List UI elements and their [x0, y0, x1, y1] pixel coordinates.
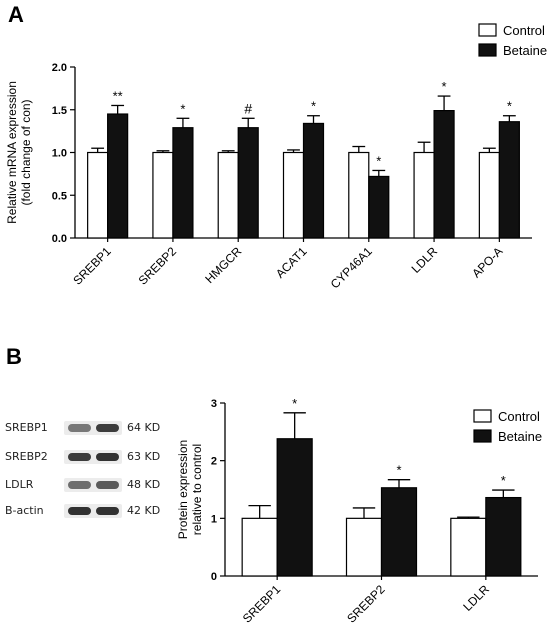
y-axis-label: relative to control [190, 444, 204, 535]
y-tick-label: 0.0 [52, 233, 67, 245]
x-tick-label: LDLR [409, 244, 441, 276]
blot-kd-label: 42 KD [127, 504, 161, 517]
bar-betaine [368, 175, 390, 239]
y-tick-label: 1.5 [52, 105, 67, 117]
significance-mark: ** [113, 88, 123, 103]
panel-label: A [8, 2, 24, 27]
blot-lane-strip [64, 504, 122, 518]
significance-mark: * [501, 473, 506, 488]
blot-lane-strip [64, 450, 122, 464]
significance-mark: * [292, 396, 297, 411]
bar-betaine [237, 127, 259, 239]
blot-protein-label: SREBP2 [5, 450, 48, 463]
legend-label: Control [498, 409, 540, 424]
blot-band-control [68, 424, 91, 432]
bar-control [217, 151, 239, 239]
y-tick-label: 1 [211, 513, 217, 525]
significance-mark: * [442, 79, 447, 94]
blot-protein-label: B-actin [5, 504, 44, 517]
y-tick-label: 2 [211, 456, 217, 468]
bar-control [87, 151, 109, 239]
x-tick-label: SREBP1 [240, 582, 284, 626]
legend-label: Control [503, 23, 545, 38]
significance-mark: * [311, 99, 316, 114]
blot-band-betaine [96, 481, 119, 489]
significance-mark: * [396, 463, 401, 478]
x-tick-label: SREBP2 [344, 582, 388, 626]
blot-kd-label: 63 KD [127, 450, 161, 463]
bar-control [450, 517, 487, 577]
y-tick-label: 1.0 [52, 148, 67, 160]
legend-swatch-control [473, 409, 492, 423]
bar-control [478, 151, 500, 239]
bar-control [348, 151, 370, 239]
significance-mark: * [376, 153, 381, 168]
bar-betaine [433, 110, 455, 239]
blot-band-betaine [96, 453, 119, 461]
significance-mark: * [507, 99, 512, 114]
x-tick-label: CYP46A1 [328, 244, 375, 291]
legend-swatch-control [478, 23, 497, 37]
bar-betaine [302, 122, 325, 239]
x-tick-label: SREBP2 [136, 244, 180, 288]
x-tick-label: LDLR [460, 582, 492, 614]
legend-label: Betaine [498, 429, 542, 444]
significance-mark: * [180, 101, 185, 116]
blot-kd-label: 64 KD [127, 421, 161, 434]
significance-mark: # [244, 100, 252, 116]
y-tick-label: 0 [211, 571, 217, 583]
bar-control [282, 151, 305, 239]
blot-protein-label: SREBP1 [5, 421, 48, 434]
blot-lane-strip [64, 421, 122, 435]
bar-betaine [485, 496, 522, 577]
blot-band-control [68, 453, 91, 461]
legend-swatch-betaine [478, 43, 497, 57]
x-tick-label: SREBP1 [70, 244, 114, 288]
y-tick-label: 3 [211, 398, 217, 410]
y-tick-label: 0.5 [52, 190, 67, 202]
blot-kd-label: 48 KD [127, 478, 161, 491]
blot-protein-label: LDLR [5, 478, 34, 491]
y-axis-label: Protein expression [176, 440, 190, 539]
legend-swatch-betaine [473, 429, 492, 443]
blot-band-control [68, 481, 91, 489]
bar-control [152, 151, 174, 239]
bar-control [241, 517, 278, 577]
y-axis-label: (fold change of con) [19, 99, 33, 205]
bar-control [413, 151, 435, 239]
blot-band-control [68, 507, 91, 515]
x-tick-label: APO-A [469, 244, 505, 280]
blot-band-betaine [96, 424, 119, 432]
y-tick-label: 2.0 [52, 62, 67, 74]
bar-betaine [498, 121, 520, 239]
bar-betaine [107, 113, 129, 239]
bar-betaine [276, 438, 313, 577]
y-axis-label: Relative mRNA expression [5, 81, 19, 224]
panel-label: B [6, 344, 22, 369]
x-tick-label: ACAT1 [273, 244, 310, 281]
blot-band-betaine [96, 507, 119, 515]
legend-label: Betaine [503, 43, 547, 58]
x-tick-label: HMGCR [202, 244, 244, 286]
bar-betaine [172, 127, 194, 239]
bar-betaine [380, 487, 418, 577]
bar-control [345, 517, 383, 577]
blot-lane-strip [64, 478, 122, 492]
